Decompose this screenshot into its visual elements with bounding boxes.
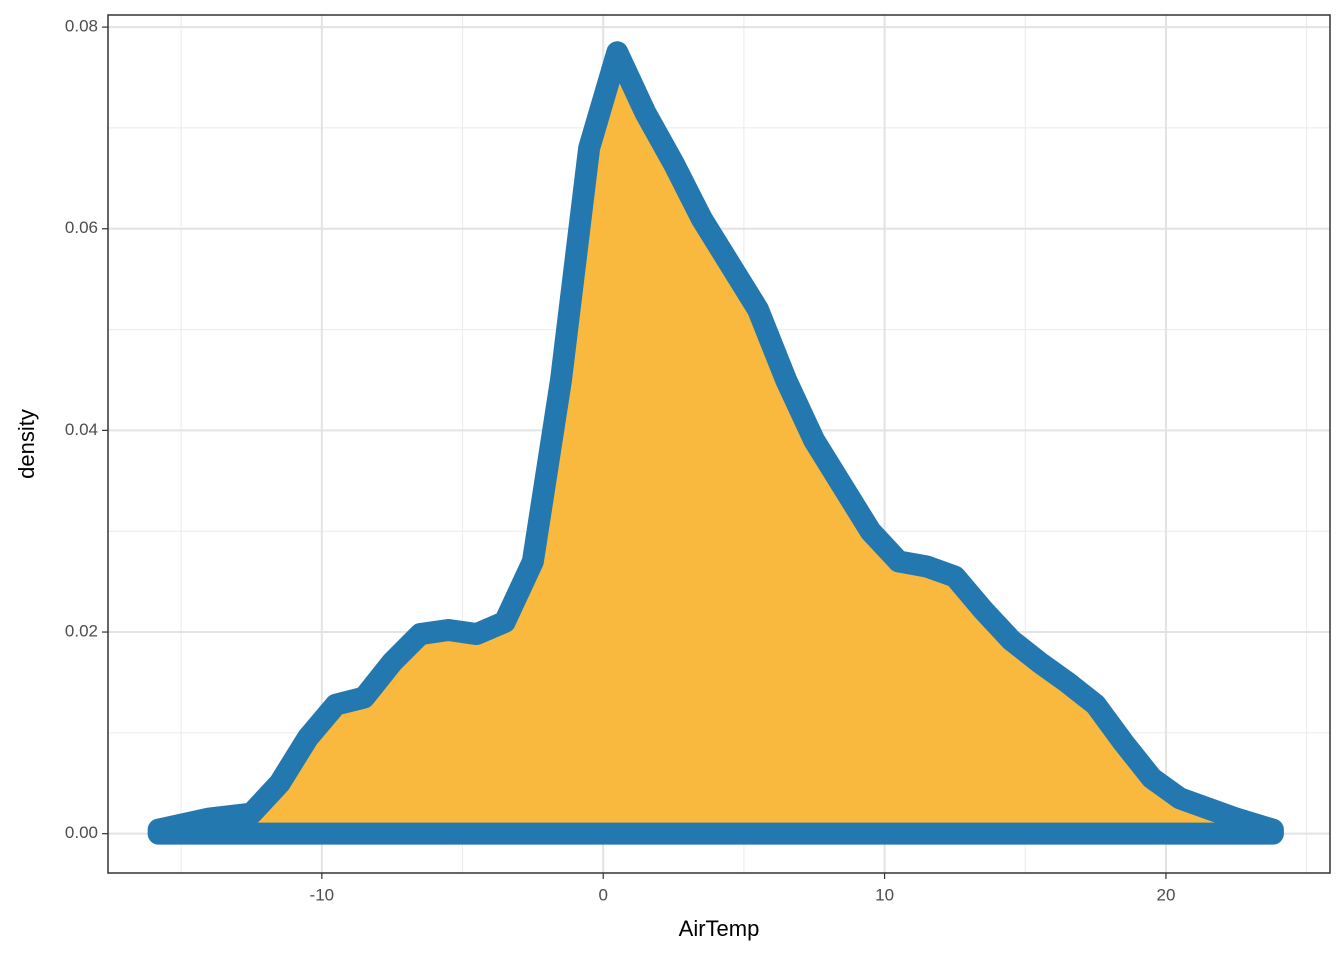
x-tick-label: 0 [598,885,607,904]
y-tick-label: 0.04 [65,420,98,439]
density-area [147,41,1284,845]
x-axis-title: AirTemp [679,916,760,941]
y-tick-label: 0.02 [65,622,98,641]
y-tick-label: 0.00 [65,823,98,842]
y-tick-label: 0.08 [65,17,98,36]
x-tick-label: 10 [875,885,894,904]
x-tick-label: 20 [1156,885,1175,904]
panel-border [107,14,1331,874]
x-tick-label: -10 [310,885,335,904]
y-tick-label: 0.06 [65,218,98,237]
y-axis-title: density [14,409,39,479]
